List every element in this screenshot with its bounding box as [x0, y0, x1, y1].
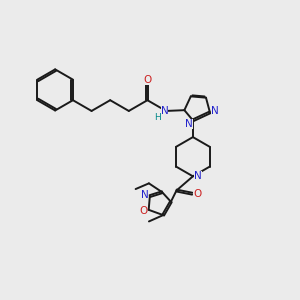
- Text: N: N: [185, 118, 193, 128]
- Text: N: N: [194, 171, 202, 181]
- Text: O: O: [139, 206, 147, 216]
- Text: N: N: [141, 190, 148, 200]
- Text: N: N: [160, 106, 168, 116]
- Text: O: O: [143, 75, 152, 85]
- Text: H: H: [154, 113, 161, 122]
- Text: O: O: [193, 189, 201, 199]
- Text: N: N: [211, 106, 219, 116]
